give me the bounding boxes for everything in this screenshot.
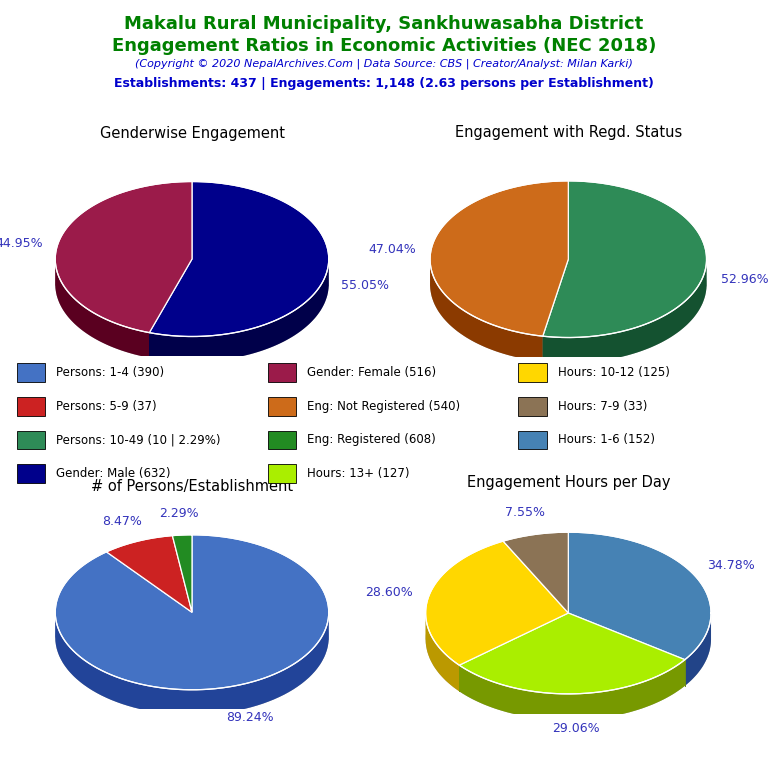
Text: Engagement with Regd. Status: Engagement with Regd. Status xyxy=(455,125,682,140)
Polygon shape xyxy=(107,535,192,612)
FancyBboxPatch shape xyxy=(267,464,296,483)
Text: 7.55%: 7.55% xyxy=(505,506,545,519)
Polygon shape xyxy=(425,613,568,640)
FancyBboxPatch shape xyxy=(518,363,547,382)
Polygon shape xyxy=(543,260,568,362)
Text: Persons: 10-49 (10 | 2.29%): Persons: 10-49 (10 | 2.29%) xyxy=(56,433,220,446)
Text: Hours: 1-6 (152): Hours: 1-6 (152) xyxy=(558,433,654,446)
Polygon shape xyxy=(568,532,711,660)
Text: 52.96%: 52.96% xyxy=(720,273,768,286)
FancyBboxPatch shape xyxy=(17,464,45,483)
Text: Gender: Male (632): Gender: Male (632) xyxy=(56,467,170,480)
Polygon shape xyxy=(55,259,192,286)
Text: 29.06%: 29.06% xyxy=(552,722,600,735)
FancyBboxPatch shape xyxy=(267,431,296,449)
Polygon shape xyxy=(459,660,685,720)
Polygon shape xyxy=(459,613,685,694)
Text: Hours: 7-9 (33): Hours: 7-9 (33) xyxy=(558,400,647,413)
Text: 34.78%: 34.78% xyxy=(707,559,754,572)
Text: Persons: 1-4 (390): Persons: 1-4 (390) xyxy=(56,366,164,379)
Polygon shape xyxy=(568,260,707,286)
Text: 44.95%: 44.95% xyxy=(0,237,43,250)
Polygon shape xyxy=(430,260,543,362)
Text: Persons: 5-9 (37): Persons: 5-9 (37) xyxy=(56,400,157,413)
Text: Hours: 13+ (127): Hours: 13+ (127) xyxy=(306,467,409,480)
FancyBboxPatch shape xyxy=(17,363,45,382)
Text: 89.24%: 89.24% xyxy=(227,710,274,723)
Polygon shape xyxy=(568,613,685,686)
Text: Gender: Female (516): Gender: Female (516) xyxy=(306,366,436,379)
Polygon shape xyxy=(430,260,568,286)
Polygon shape xyxy=(543,261,707,362)
Polygon shape xyxy=(459,613,568,691)
Polygon shape xyxy=(685,614,711,686)
Polygon shape xyxy=(149,259,192,358)
Polygon shape xyxy=(425,614,459,691)
FancyBboxPatch shape xyxy=(518,397,547,415)
Text: 8.47%: 8.47% xyxy=(102,515,142,528)
FancyBboxPatch shape xyxy=(17,431,45,449)
Polygon shape xyxy=(149,261,329,362)
Polygon shape xyxy=(192,259,329,286)
Polygon shape xyxy=(568,613,685,686)
Text: Eng: Not Registered (540): Eng: Not Registered (540) xyxy=(306,400,460,413)
Polygon shape xyxy=(55,612,192,637)
Polygon shape xyxy=(149,181,329,336)
Text: 47.04%: 47.04% xyxy=(369,243,416,257)
FancyBboxPatch shape xyxy=(267,363,296,382)
Text: 55.05%: 55.05% xyxy=(341,280,389,293)
Ellipse shape xyxy=(425,558,711,720)
Polygon shape xyxy=(55,535,329,690)
Polygon shape xyxy=(149,259,192,358)
Polygon shape xyxy=(55,260,149,358)
Text: Engagement Ratios in Economic Activities (NEC 2018): Engagement Ratios in Economic Activities… xyxy=(112,37,656,55)
Polygon shape xyxy=(425,541,568,665)
Polygon shape xyxy=(172,535,192,612)
Polygon shape xyxy=(430,181,568,336)
Text: # of Persons/Establishment: # of Persons/Establishment xyxy=(91,479,293,495)
Polygon shape xyxy=(568,613,711,640)
Polygon shape xyxy=(192,612,329,640)
Text: Hours: 10-12 (125): Hours: 10-12 (125) xyxy=(558,366,670,379)
Text: Genderwise Engagement: Genderwise Engagement xyxy=(100,126,284,141)
Text: 28.60%: 28.60% xyxy=(366,586,413,599)
Text: Engagement Hours per Day: Engagement Hours per Day xyxy=(467,475,670,490)
Text: 2.29%: 2.29% xyxy=(160,507,199,520)
FancyBboxPatch shape xyxy=(518,431,547,449)
Polygon shape xyxy=(543,181,707,337)
Ellipse shape xyxy=(430,207,707,363)
Text: Makalu Rural Municipality, Sankhuwasabha District: Makalu Rural Municipality, Sankhuwasabha… xyxy=(124,15,644,33)
Ellipse shape xyxy=(55,560,329,715)
Ellipse shape xyxy=(55,207,329,362)
Polygon shape xyxy=(55,612,329,715)
Text: (Copyright © 2020 NepalArchives.Com | Data Source: CBS | Creator/Analyst: Milan : (Copyright © 2020 NepalArchives.Com | Da… xyxy=(135,58,633,69)
FancyBboxPatch shape xyxy=(17,397,45,415)
Polygon shape xyxy=(503,532,568,613)
FancyBboxPatch shape xyxy=(267,397,296,415)
Text: Establishments: 437 | Engagements: 1,148 (2.63 persons per Establishment): Establishments: 437 | Engagements: 1,148… xyxy=(114,77,654,90)
Text: Eng: Registered (608): Eng: Registered (608) xyxy=(306,433,435,446)
Polygon shape xyxy=(459,613,568,691)
Polygon shape xyxy=(55,181,192,333)
Polygon shape xyxy=(543,260,568,362)
